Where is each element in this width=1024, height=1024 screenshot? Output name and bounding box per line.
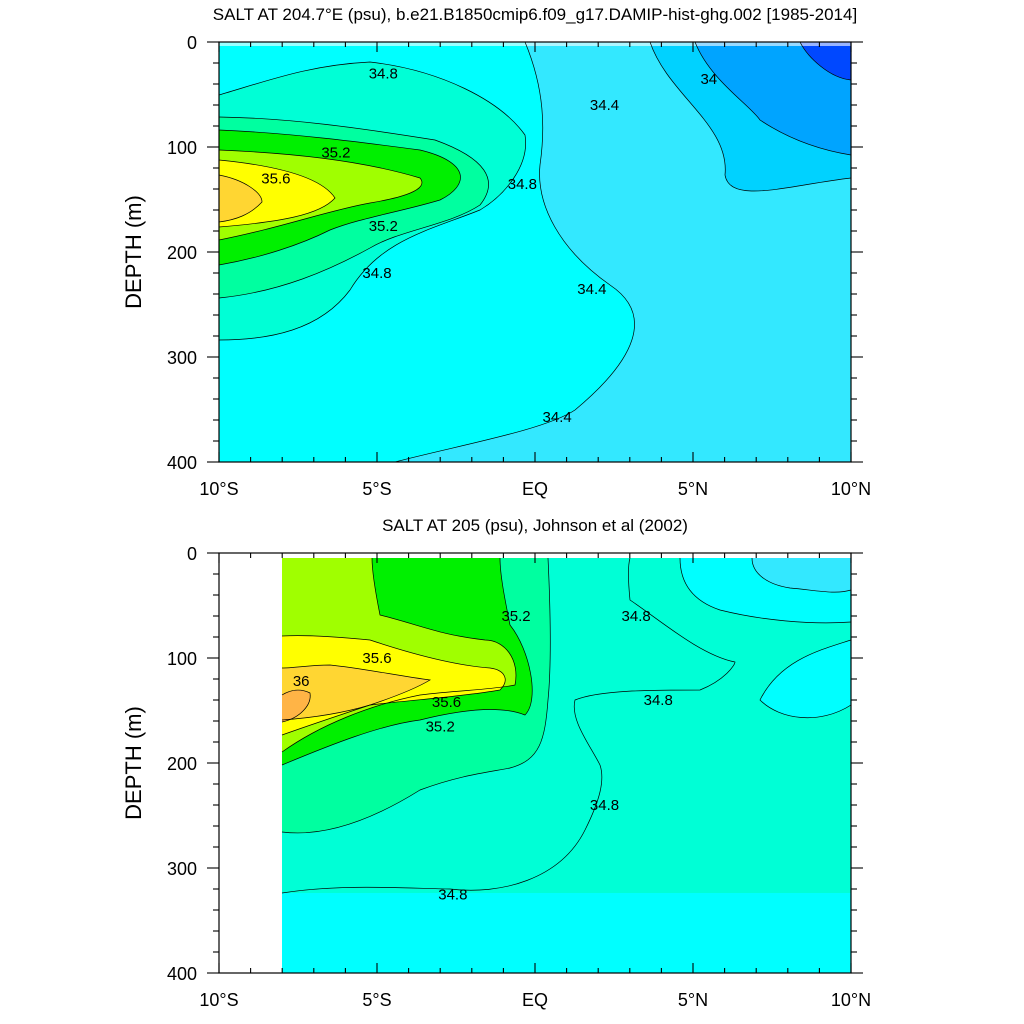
contour-label: 35.2 bbox=[501, 608, 530, 625]
panel-1-region-34.2 bbox=[695, 42, 851, 155]
contour-label: 34.4 bbox=[543, 409, 572, 426]
contour-label: 35.6 bbox=[432, 694, 461, 711]
panel-2-contour-line bbox=[281, 557, 551, 834]
contour-label: 35.6 bbox=[362, 650, 391, 667]
panel-1-contour-line bbox=[394, 42, 635, 462]
x-tick-label: EQ bbox=[522, 479, 548, 499]
contour-label: 35.6 bbox=[261, 171, 290, 188]
contour-label: 34.4 bbox=[590, 97, 619, 114]
panel-2-contour-line bbox=[759, 639, 851, 719]
panel-1-axes: 10°S 5°S EQ 5°N 10°N 0 100 200 300 400 bbox=[167, 33, 871, 499]
y-tick-label: 300 bbox=[167, 348, 197, 368]
panel-1-fill bbox=[219, 42, 851, 462]
panel-2-contour-line bbox=[281, 664, 432, 721]
contour-label: 35.2 bbox=[426, 718, 455, 735]
y-tick-label: 200 bbox=[167, 754, 197, 774]
panel-2-contour-line bbox=[751, 557, 851, 593]
panel-1-contour-line bbox=[219, 149, 423, 241]
y-tick-label: 400 bbox=[167, 964, 197, 984]
panel-2-region-35.8 bbox=[282, 665, 430, 720]
panel-2-fill bbox=[281, 557, 851, 973]
x-tick-label: 5°S bbox=[362, 990, 391, 1010]
panel-1-contour-line bbox=[219, 61, 526, 341]
x-tick-label: 5°S bbox=[362, 479, 391, 499]
contour-label: 34.4 bbox=[577, 281, 606, 298]
panel-2-contour-line bbox=[281, 557, 517, 753]
contour-label: 34.8 bbox=[362, 265, 391, 282]
panel-2-contour-line bbox=[281, 557, 533, 766]
panel-2: SALT AT 205 (psu), Johnson et al (2002) bbox=[121, 516, 871, 1010]
y-tick-label: 0 bbox=[187, 544, 197, 564]
contour-label: 34 bbox=[700, 71, 717, 88]
y-tick-label: 100 bbox=[167, 649, 197, 669]
contour-label: 34.8 bbox=[438, 886, 467, 903]
x-tick-label: 10°S bbox=[199, 990, 238, 1010]
panel-1-contour-line bbox=[799, 42, 851, 81]
y-tick-label: 200 bbox=[167, 243, 197, 263]
panel-1-contour-line bbox=[219, 159, 336, 228]
panel-2-contour-line bbox=[281, 557, 736, 894]
panel-1-ylabel: DEPTH (m) bbox=[121, 195, 146, 309]
x-tick-label: 10°N bbox=[831, 479, 871, 499]
panel-2-contour-line bbox=[679, 557, 851, 624]
panel-2-title: SALT AT 205 (psu), Johnson et al (2002) bbox=[382, 516, 688, 535]
panel-1-contour-line bbox=[694, 42, 851, 156]
x-tick-label: 10°S bbox=[199, 479, 238, 499]
contour-label: 34.8 bbox=[369, 66, 398, 83]
panel-1-title: SALT AT 204.7°E (psu), b.e21.B1850cmip6.… bbox=[213, 5, 857, 24]
panel-2-axes: 10°S 5°S EQ 5°N 10°N 0 100 200 300 400 bbox=[167, 544, 871, 1010]
panel-1-contour-labels: 34.8 35.2 35.6 35.2 34.8 34.8 34.4 34 34.4 34.4 bbox=[261, 66, 717, 426]
contour-label: 34.8 bbox=[590, 797, 619, 814]
contour-label: 34.8 bbox=[644, 692, 673, 709]
contour-label: 36 bbox=[293, 673, 310, 690]
panel-1-contour-line bbox=[219, 116, 489, 299]
panel-2-contour-labels: 35.2 34.8 35.6 36 35.6 35.2 34.8 34.8 34.8 bbox=[293, 608, 673, 903]
contour-label: 35.2 bbox=[321, 144, 350, 161]
panel-1-region-35.8 bbox=[219, 175, 262, 222]
contour-label: 34.8 bbox=[508, 176, 537, 193]
panel-2-contour-line bbox=[281, 689, 311, 723]
panel-1-region-34.0 bbox=[800, 42, 851, 80]
panel-1-contour-line bbox=[219, 129, 461, 266]
y-tick-label: 0 bbox=[187, 33, 197, 53]
contour-label: 34.8 bbox=[622, 608, 651, 625]
panel-1-contour-line bbox=[219, 174, 263, 223]
x-tick-label: 10°N bbox=[831, 990, 871, 1010]
panel-2-region-36.0 bbox=[282, 690, 311, 722]
panel-2-ylabel: DEPTH (m) bbox=[121, 706, 146, 820]
x-tick-label: 5°N bbox=[678, 479, 708, 499]
panel-2-region-34.6-north2 bbox=[760, 640, 851, 718]
x-tick-label: EQ bbox=[522, 990, 548, 1010]
y-tick-label: 400 bbox=[167, 453, 197, 473]
contour-label: 35.2 bbox=[369, 218, 398, 235]
x-tick-label: 5°N bbox=[678, 990, 708, 1010]
panel-2-region-35.2-top bbox=[372, 558, 501, 640]
y-tick-label: 300 bbox=[167, 859, 197, 879]
panel-1: SALT AT 204.7°E (psu), b.e21.B1850cmip6.… bbox=[121, 5, 871, 499]
panel-2-region-34.6b bbox=[282, 893, 851, 973]
panel-2-region-34.4 bbox=[752, 558, 851, 593]
panel-1-contour-line bbox=[649, 42, 851, 192]
y-tick-label: 100 bbox=[167, 138, 197, 158]
